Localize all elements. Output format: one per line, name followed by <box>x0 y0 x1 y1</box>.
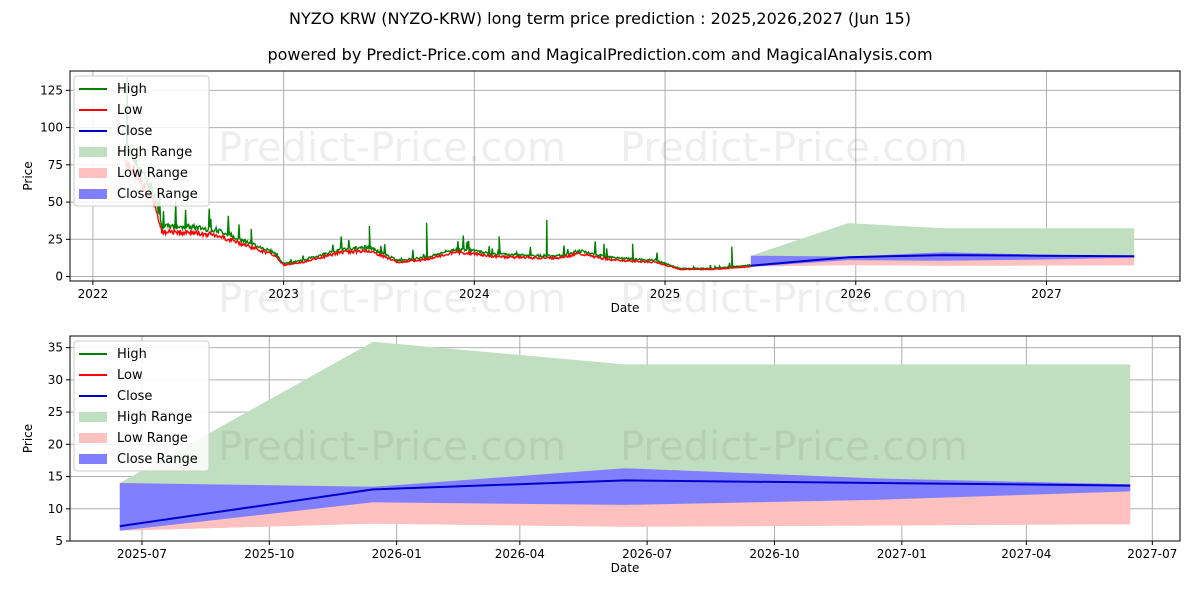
legend: High Low Close High Range Low Range Close Ran… <box>73 340 210 472</box>
x-tick-label: 2023 <box>268 287 299 301</box>
x-tick-label: 2022 <box>78 287 109 301</box>
close-line <box>750 254 1135 267</box>
legend-box <box>73 340 210 472</box>
panel-forecast: 2025-07 2025-10 2026-01 2026-04 2026-07 2026-… <box>21 335 1181 575</box>
y-tick-label: 25 <box>48 405 63 419</box>
legend-label: Low <box>117 368 143 383</box>
x-tick-label: 2025 <box>650 287 681 301</box>
x-tick-label: 2025-10 <box>244 547 294 561</box>
plot-frame <box>69 335 1181 542</box>
x-tick-label: 2025-07 <box>117 547 167 561</box>
y-tick-label: 100 <box>40 121 63 135</box>
chart-subtitle: powered by Predict-Price.com and Magical… <box>267 45 933 64</box>
legend-label: Low Range <box>117 166 188 181</box>
y-tick-label: 25 <box>48 232 63 246</box>
x-tick-label: 2026-04 <box>495 547 545 561</box>
x-tick-label: 2026-07 <box>622 547 672 561</box>
y-axis-label: Price <box>21 161 35 190</box>
x-axis-label: Date <box>611 561 640 575</box>
low-line <box>124 159 752 271</box>
y-tick-label: 50 <box>48 195 63 209</box>
y-tick-label: 15 <box>48 470 63 484</box>
legend-label: Close <box>117 124 152 139</box>
close-line <box>119 479 1131 528</box>
legend-label: Close Range <box>117 452 198 467</box>
legend-label: Close <box>117 389 152 404</box>
x-tick-label: 2027-04 <box>1001 547 1051 561</box>
y-tick-label: 10 <box>48 502 63 516</box>
y-tick-label: 30 <box>48 373 63 387</box>
y-tick-label: 0 <box>55 270 63 284</box>
legend-label: High <box>117 347 147 362</box>
legend-label: Close Range <box>117 187 198 202</box>
plot-frame <box>69 70 1181 282</box>
x-axis-label: Date <box>611 301 640 315</box>
x-tick-label: 2027 <box>1031 287 1062 301</box>
legend-patch-4 <box>79 433 107 443</box>
y-tick-label: 75 <box>48 158 63 172</box>
high-line <box>124 76 752 270</box>
x-tick-label: 2027-01 <box>877 547 927 561</box>
legend-label: High Range <box>117 410 192 425</box>
x-tick-label: 2027-07 <box>1127 547 1177 561</box>
x-tick-label: 2024 <box>459 287 490 301</box>
legend-label: High <box>117 82 147 97</box>
x-tick-label: 2026-10 <box>749 547 799 561</box>
legend-patch-5 <box>79 189 107 199</box>
legend-patch-3 <box>79 147 107 157</box>
x-tick-label: 2026-01 <box>372 547 422 561</box>
y-tick-label: 20 <box>48 437 63 451</box>
y-tick-label: 125 <box>40 83 63 97</box>
x-tick-label: 2026 <box>840 287 871 301</box>
panel-history: 2022 2023 2024 2025 2026 2027 0 25 50 75 100 125 Dat… <box>21 70 1181 315</box>
y-tick-label: 5 <box>55 534 63 548</box>
legend: High Low Close High Range Low Range Close Ran… <box>73 75 210 207</box>
legend-box <box>73 75 210 207</box>
legend-patch-4 <box>79 168 107 178</box>
legend-patch-5 <box>79 454 107 464</box>
legend-label: Low <box>117 103 143 118</box>
legend-label: Low Range <box>117 431 188 446</box>
legend-patch-3 <box>79 412 107 422</box>
y-tick-label: 35 <box>48 341 63 355</box>
chart-title: NYZO KRW (NYZO-KRW) long term price pred… <box>289 9 911 28</box>
y-axis-label: Price <box>21 424 35 453</box>
legend-label: High Range <box>117 145 192 160</box>
